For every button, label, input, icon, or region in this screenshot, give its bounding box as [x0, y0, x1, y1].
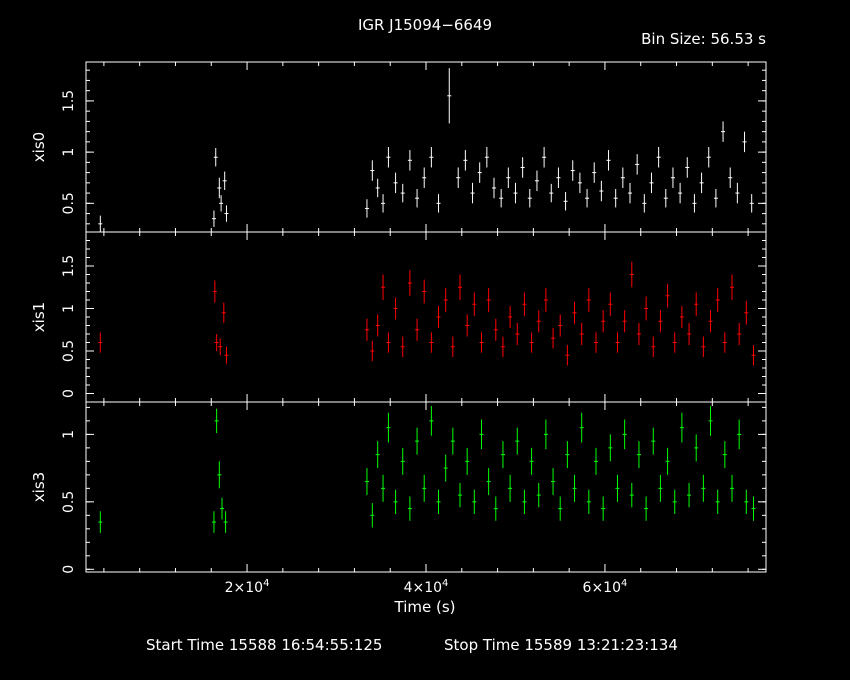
y-axis-label: xis3 [30, 472, 48, 502]
y-tick-label: 0 [61, 565, 77, 574]
panel-frame [85, 61, 767, 233]
y-tick-label: 0.5 [61, 340, 77, 362]
panel-xis1: 0 0.5 1 1.5 xis1 [30, 231, 767, 403]
y-tick-label: 1 [61, 304, 77, 313]
panel-xis3: 0 0.5 1 xis3 [30, 401, 767, 574]
y-axis-label: xis0 [30, 132, 48, 162]
start-time-label: Start Time 15588 16:54:55:125 [146, 636, 383, 654]
x-tick-label: 6×104 [583, 578, 628, 596]
y-tick-label: 1.5 [61, 255, 77, 277]
y-tick-label: 0.5 [61, 491, 77, 513]
chart-title: IGR J15094−6649 [357, 16, 493, 34]
y-tick-label: 1.5 [61, 90, 77, 112]
x-tick-label: 2×104 [225, 578, 270, 596]
panel-xis0: 0.5 1 1.5 xis0 [30, 61, 767, 233]
panel-frame [85, 231, 767, 403]
y-tick-label: 0 [61, 389, 77, 398]
y-tick-label: 1 [61, 148, 77, 157]
stop-time-label: Stop Time 15589 13:21:23:134 [444, 636, 678, 654]
y-axis-label: xis1 [30, 302, 48, 332]
bin-size-label: Bin Size: 56.53 s [641, 30, 766, 48]
x-axis-label: Time (s) [394, 598, 456, 616]
y-tick-label: 0.5 [61, 192, 77, 214]
y-tick-label: 1 [61, 430, 77, 439]
panel-frame [85, 401, 767, 573]
x-tick-label: 4×104 [404, 578, 449, 596]
